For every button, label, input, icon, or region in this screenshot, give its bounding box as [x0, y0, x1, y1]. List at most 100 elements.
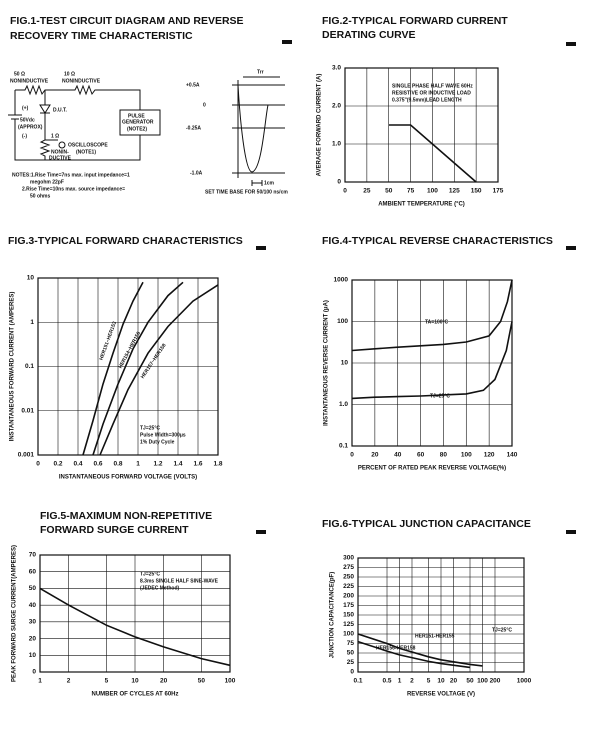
note: 50 ohms: [30, 193, 51, 199]
y-tick-label: 100: [343, 631, 354, 638]
x-tick-label: 20: [371, 452, 379, 459]
y-axis-label: AVERAGE FORWARD CURRENT (A): [317, 74, 323, 177]
data-line: [357, 633, 483, 667]
y-axis-label: INSTANTANEOUS FORWARD CURRENT (AMPERES): [10, 292, 16, 442]
y-tick-label: 10: [29, 652, 37, 659]
annotation: TJ=25°C: [140, 425, 160, 431]
scale-label: 1cm: [264, 180, 275, 186]
data-line: [39, 587, 231, 667]
x-tick-label: 1.8: [213, 461, 222, 468]
label: (NOTE1): [76, 149, 96, 155]
y-tick-label: 225: [343, 583, 354, 590]
y-tick-label: 3.0: [332, 65, 341, 72]
x-tick-label: 150: [471, 188, 482, 195]
trr-label: Trr: [257, 69, 264, 75]
x-tick-label: 100: [225, 678, 236, 685]
y-tick-label: 150: [343, 612, 354, 619]
x-tick-label: 20: [450, 678, 458, 685]
label: 10 Ω: [64, 71, 75, 77]
chart-title: FIG.2-TYPICAL FORWARD CURRENT: [322, 15, 508, 27]
x-tick-label: 0: [343, 188, 347, 195]
label: DUCTIVE: [49, 155, 72, 161]
x-tick-label: 0.8: [113, 461, 122, 468]
x-tick-label: 100: [427, 188, 438, 195]
label: 1 Ω: [51, 133, 59, 139]
x-tick-label: 40: [394, 452, 402, 459]
label: (NOTE2): [127, 126, 147, 132]
label: (APPROX): [18, 124, 43, 130]
oscilloscope: [58, 141, 66, 149]
x-tick-label: 120: [484, 452, 495, 459]
data-line: [92, 281, 184, 456]
data-line: [351, 279, 513, 352]
x-tick-label: 1.2: [153, 461, 162, 468]
x-tick-label: 1: [136, 461, 140, 468]
y-tick-label: 1.0: [332, 141, 341, 148]
title-marker: [566, 530, 576, 534]
chart-title: FIG.3-TYPICAL FORWARD CHARACTERISTICS: [8, 235, 243, 247]
series-label: HER151-HER155: [415, 633, 455, 639]
x-tick-label: 1: [398, 678, 402, 685]
y-tick-label: 275: [343, 564, 354, 571]
x-tick-label: 1000: [517, 678, 532, 685]
data-line: [388, 124, 477, 183]
annotation: TJ=25°C: [140, 571, 160, 577]
data-line: [82, 281, 144, 456]
x-tick-label: 0.6: [93, 461, 102, 468]
x-tick-label: 80: [440, 452, 448, 459]
label: NONINDUCTIVE: [62, 78, 101, 84]
x-tick-label: 20: [160, 678, 168, 685]
x-tick-label: 140: [507, 452, 518, 459]
y-tick-label: 50: [29, 585, 37, 592]
y-tick-label: 0.1: [25, 363, 34, 370]
x-tick-label: 25: [363, 188, 371, 195]
x-tick-label: 50: [198, 678, 206, 685]
x-tick-label: 10: [131, 678, 139, 685]
y-tick-label: 125: [343, 621, 354, 628]
y-tick-label: 30: [29, 619, 37, 626]
level-label: +0.5A: [186, 82, 200, 88]
x-tick-label: 2: [67, 678, 71, 685]
x-tick-label: 0.2: [53, 461, 62, 468]
y-tick-label: 175: [343, 602, 354, 609]
chart-title: FIG.5-MAXIMUM NON-REPETITIVE: [40, 510, 212, 522]
x-tick-label: 10: [437, 678, 445, 685]
y-tick-label: 50: [347, 650, 355, 657]
y-tick-label: 10: [27, 275, 35, 282]
annotation: RESISTIVE OR INDUCTIVE LOAD: [392, 90, 471, 96]
y-tick-label: 2.0: [332, 103, 341, 110]
x-tick-label: 0: [36, 461, 40, 468]
level-label: 0: [203, 102, 206, 108]
x-tick-label: 1.6: [193, 461, 202, 468]
x-tick-label: 60: [417, 452, 425, 459]
title-marker: [282, 40, 292, 44]
label: NONIN-: [51, 149, 69, 155]
annotation: Pulse Width=300μs: [140, 432, 186, 438]
data-line: [351, 321, 513, 400]
y-tick-label: 25: [347, 659, 355, 666]
y-tick-label: 10: [341, 360, 349, 367]
y-tick-label: 1000: [334, 277, 349, 284]
y-tick-label: 300: [343, 555, 354, 562]
x-tick-label: 5: [427, 678, 431, 685]
x-axis-label: AMBIENT TEMPERATURE (°C): [378, 202, 465, 208]
x-tick-label: 50: [466, 678, 474, 685]
y-tick-label: 0: [32, 669, 36, 676]
y-tick-label: 1.0: [339, 401, 348, 408]
pulse-generator: [119, 109, 161, 136]
level-label: -1.0A: [190, 170, 203, 176]
figure-title: FIG.1-TEST CIRCUIT DIAGRAM AND REVERSE: [10, 15, 244, 27]
label: NONINDUCTIVE: [10, 78, 49, 84]
x-tick-label: 200: [490, 678, 501, 685]
x-tick-label: 175: [493, 188, 504, 195]
y-tick-label: 75: [347, 640, 355, 647]
note: NOTES:1.Rise Time=7ns max. input impedan…: [12, 172, 130, 178]
waveform: [232, 76, 285, 186]
x-axis-label: REVERSE VOLTAGE (V): [407, 692, 475, 698]
y-tick-label: 0: [350, 669, 354, 676]
y-tick-label: 40: [29, 602, 37, 609]
timebase-note: SET TIME BASE FOR 50/100 ns/cm: [205, 189, 288, 195]
y-tick-label: 1: [30, 319, 34, 326]
x-axis-label: NUMBER OF CYCLES AT 60Hz: [91, 692, 178, 698]
